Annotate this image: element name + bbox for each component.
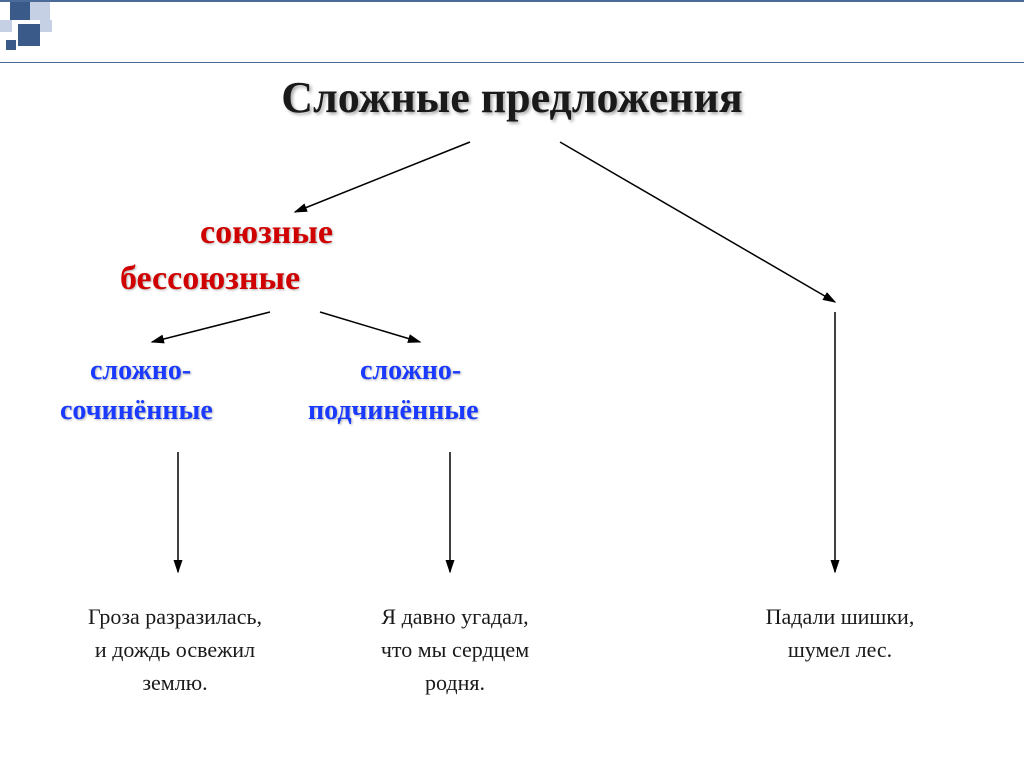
example-1-line2: и дождь освежил: [95, 637, 255, 662]
example-2: Я давно угадал, что мы сердцем родня.: [330, 600, 580, 699]
subtype-right-line2: подчинённые: [308, 395, 479, 427]
branch-union-line2: бессоюзные: [120, 260, 300, 298]
arrow-line: [295, 142, 470, 212]
arrow-line: [320, 312, 420, 342]
slide-frame: Сложные предложения союзные бессоюзные с…: [0, 0, 1024, 767]
example-2-line2: что мы сердцем: [381, 637, 529, 662]
example-1-line1: Гроза разразилась,: [88, 604, 262, 629]
example-3-line2: шумел лес.: [788, 637, 892, 662]
subtype-right-line1: сложно-: [360, 355, 461, 387]
arrow-line: [560, 142, 835, 302]
arrow-line: [152, 312, 270, 342]
example-2-line3: родня.: [425, 670, 485, 695]
top-inner-line: [0, 62, 1024, 63]
example-3-line1: Падали шишки,: [766, 604, 915, 629]
example-1: Гроза разразилась, и дождь освежил землю…: [40, 600, 310, 699]
subtype-left-line1: сложно-: [90, 355, 191, 387]
example-2-line1: Я давно угадал,: [381, 604, 528, 629]
example-3: Падали шишки, шумел лес.: [720, 600, 960, 666]
branch-union-line1: союзные: [200, 214, 333, 252]
slide-title: Сложные предложения: [0, 72, 1024, 123]
example-1-line3: землю.: [142, 670, 207, 695]
subtype-left-line2: сочинённые: [60, 395, 213, 427]
